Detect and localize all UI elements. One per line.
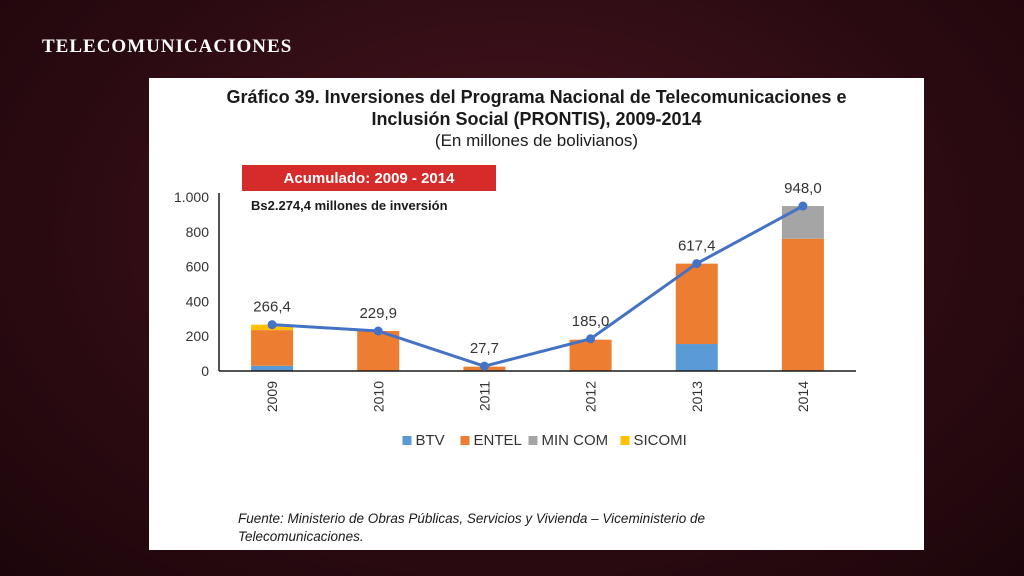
legend-label-min-com: MIN COM	[542, 432, 609, 449]
legend-label-btv: BTV	[416, 432, 445, 449]
chart-panel: Gráfico 39. Inversiones del Programa Nac…	[149, 78, 924, 550]
chart-subtitle: (En millones de bolivianos)	[434, 131, 639, 150]
source-note: Fuente: Ministerio de Obras Públicas, Se…	[238, 511, 705, 544]
data-label-2009: 266,4	[253, 299, 291, 316]
total-point-2014	[798, 201, 808, 211]
data-label-2012: 185,0	[572, 313, 610, 330]
total-point-2012	[586, 334, 596, 344]
x-tick-label: 2009	[264, 381, 280, 412]
bar-min-com-2014	[781, 206, 824, 239]
slide-title: TELECOMUNICACIONES	[42, 36, 293, 57]
total-point-2009	[267, 320, 277, 330]
accumulated-badge: Acumulado: 2009 - 2014	[242, 165, 496, 191]
legend-swatch-sicomi	[620, 436, 630, 445]
total-point-2011	[479, 361, 489, 371]
y-tick-label: 200	[186, 328, 210, 344]
total-point-2010	[373, 326, 383, 336]
x-tick-label: 2013	[689, 381, 705, 412]
y-tick-label: 600	[186, 259, 210, 275]
legend-swatch-min-com	[528, 436, 538, 445]
legend-label-entel: ENTEL	[474, 432, 522, 449]
bar-entel-2013	[675, 263, 718, 345]
y-tick-label: 0	[201, 363, 209, 379]
x-tick-label: 2011	[476, 381, 492, 411]
bar-btv-2013	[675, 344, 718, 371]
bar-entel-2014	[781, 238, 824, 371]
bar-entel-2010	[357, 330, 400, 371]
bar-btv-2009	[251, 365, 294, 371]
bar-entel-2012	[569, 339, 612, 371]
chart-title-line-2: Inclusión Social (PRONTIS), 2009-2014	[371, 109, 702, 129]
x-tick-label: 2014	[795, 381, 811, 412]
data-label-2013: 617,4	[678, 238, 716, 255]
legend-swatch-btv	[402, 436, 412, 445]
legend-swatch-entel	[460, 436, 470, 445]
chart-title: Gráfico 39. Inversiones del Programa Nac…	[149, 86, 924, 130]
data-label-2011: 27,7	[470, 340, 499, 357]
y-tick-label: 800	[186, 224, 210, 240]
chart-title-line-1: Gráfico 39. Inversiones del Programa Nac…	[226, 87, 847, 107]
chart-plot: 0 200 400 600 800 1.000 2009 2010 2011 2012 2013 20…	[174, 180, 856, 449]
total-line	[271, 204, 804, 368]
data-label-2010: 229,9	[359, 305, 397, 322]
legend-label-sicomi: SICOMI	[634, 432, 687, 449]
accumulated-investment-text: Bs2.274,4 millones de inversión	[251, 198, 448, 213]
y-tick-label: 400	[186, 293, 210, 309]
x-tick-label: 2012	[583, 381, 599, 412]
x-tick-label: 2010	[370, 381, 386, 412]
bar-entel-2009	[251, 330, 294, 366]
data-label-2014: 948,0	[784, 180, 822, 197]
total-point-2013	[692, 259, 702, 269]
y-tick-label: 1.000	[174, 189, 209, 205]
